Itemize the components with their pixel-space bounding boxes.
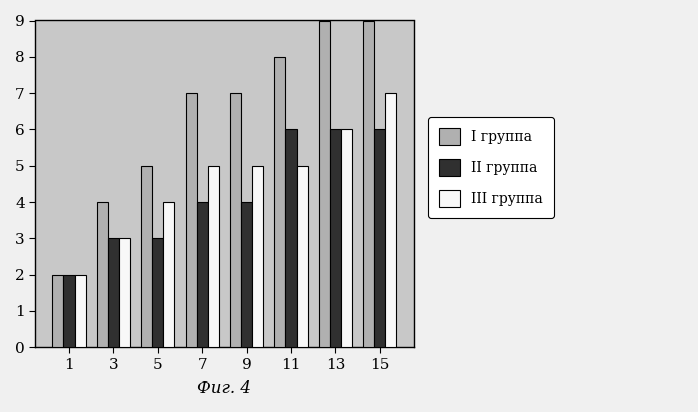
Bar [297, 166, 308, 347]
Bar [163, 202, 174, 347]
Bar [285, 129, 297, 347]
Bar [274, 57, 285, 347]
Bar [252, 166, 263, 347]
Bar [319, 21, 330, 347]
Bar [330, 129, 341, 347]
Bar [197, 202, 208, 347]
Bar [363, 21, 374, 347]
Bar [230, 93, 241, 347]
Bar [75, 275, 86, 347]
Bar [385, 93, 396, 347]
Bar [241, 202, 252, 347]
Bar [374, 129, 385, 347]
Bar [341, 129, 352, 347]
Legend: I группа, II группа, III группа: I группа, II группа, III группа [428, 117, 554, 218]
Bar [97, 202, 108, 347]
Bar [208, 166, 219, 347]
Bar [108, 238, 119, 347]
Bar [152, 238, 163, 347]
Bar [64, 275, 75, 347]
Bar [52, 275, 64, 347]
Bar [141, 166, 152, 347]
Bar [119, 238, 130, 347]
Bar [186, 93, 197, 347]
X-axis label: Фиг. 4: Фиг. 4 [198, 380, 251, 397]
